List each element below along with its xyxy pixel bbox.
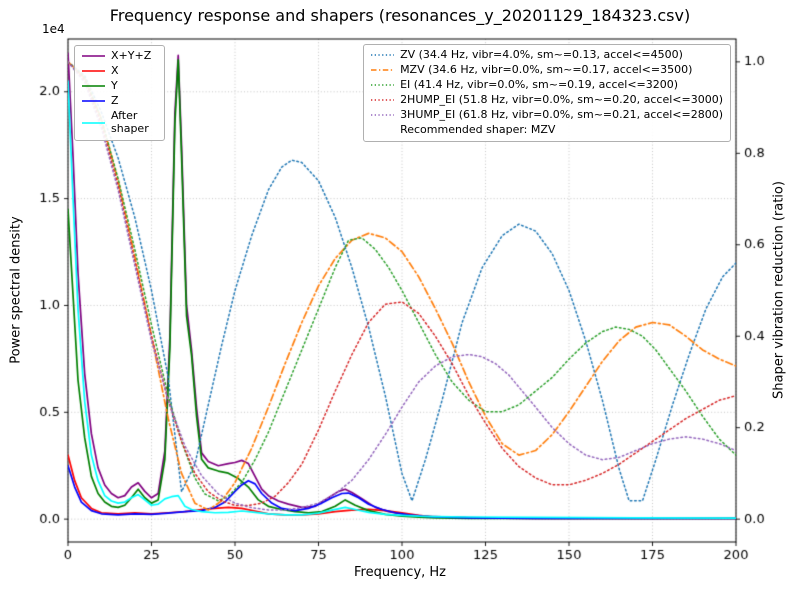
legend-item-label: X [111, 63, 119, 77]
legend-item-label: MZV (34.6 Hz, vibr=0.0%, sm~=0.17, accel… [400, 62, 693, 76]
legend-item-label: 2HUMP_EI (51.8 Hz, vibr=0.0%, sm~=0.20, … [400, 92, 723, 106]
legend-item-label: Y [111, 78, 118, 92]
solid-line-swatch-icon [81, 67, 106, 75]
solid-line-swatch-icon [81, 82, 106, 90]
legend-item-label: Z [111, 93, 119, 107]
shaper-legend: ZV (34.4 Hz, vibr=4.0%, sm~=0.13, accel<… [363, 44, 731, 142]
psd-legend: X+Y+Z X Y Z After shaper [74, 45, 165, 141]
left-y-axis-label: Power spectral density [8, 216, 24, 364]
legend-item-3hump-ei-61-8-hz-vibr-0-0-sm-0-21-accel-2800: 3HUMP_EI (61.8 Hz, vibr=0.0%, sm~=0.21, … [370, 107, 723, 122]
solid-line-swatch-icon [81, 52, 106, 60]
legend-item-label: 3HUMP_EI (61.8 Hz, vibr=0.0%, sm~=0.21, … [400, 107, 723, 121]
solid-line-swatch-icon [81, 119, 106, 127]
legend-item-label: After shaper [111, 108, 149, 135]
legend-item-label: EI (41.4 Hz, vibr=0.0%, sm~=0.19, accel<… [400, 77, 679, 91]
dashdot-line-swatch-icon [370, 66, 395, 74]
legend-item-mzv-34-6-hz-vibr-0-0-sm-0-17-accel-3500: MZV (34.6 Hz, vibr=0.0%, sm~=0.17, accel… [370, 62, 723, 77]
x-axis-label: Frequency, Hz [353, 565, 447, 580]
dotted-line-swatch-icon [370, 81, 395, 89]
recommended-shaper-text: Recommended shaper: MZV [400, 122, 556, 136]
legend-item-2hump-ei-51-8-hz-vibr-0-0-sm-0-20-accel-3000: 2HUMP_EI (51.8 Hz, vibr=0.0%, sm~=0.20, … [370, 92, 723, 107]
dotted-line-swatch-icon [370, 111, 395, 119]
legend-item-ei-41-4-hz-vibr-0-0-sm-0-19-accel-3200: EI (41.4 Hz, vibr=0.0%, sm~=0.19, accel<… [370, 77, 723, 92]
legend-item-z: Z [81, 93, 157, 108]
legend-item-x: X [81, 63, 157, 78]
solid-line-swatch-icon [81, 97, 106, 105]
chart-title: Frequency response and shapers (resonanc… [109, 6, 691, 25]
right-y-axis-label: Shaper vibration reduction (ratio) [771, 181, 787, 399]
y-axis-offset-label: 1e4 [42, 22, 65, 36]
legend-item-zv-34-4-hz-vibr-4-0-sm-0-13-accel-4500: ZV (34.4 Hz, vibr=4.0%, sm~=0.13, accel<… [370, 48, 723, 62]
dotted-line-swatch-icon [370, 96, 395, 104]
legend-item-after-shaper: After shaper [81, 108, 157, 136]
recommended-shaper-note: Recommended shaper: MZV [370, 122, 723, 137]
legend-item-label: X+Y+Z [111, 49, 152, 62]
legend-item-x-y-z: X+Y+Z [81, 49, 157, 63]
legend-item-label: ZV (34.4 Hz, vibr=4.0%, sm~=0.13, accel<… [400, 48, 683, 61]
legend-item-y: Y [81, 78, 157, 93]
dotted-line-swatch-icon [370, 51, 395, 59]
